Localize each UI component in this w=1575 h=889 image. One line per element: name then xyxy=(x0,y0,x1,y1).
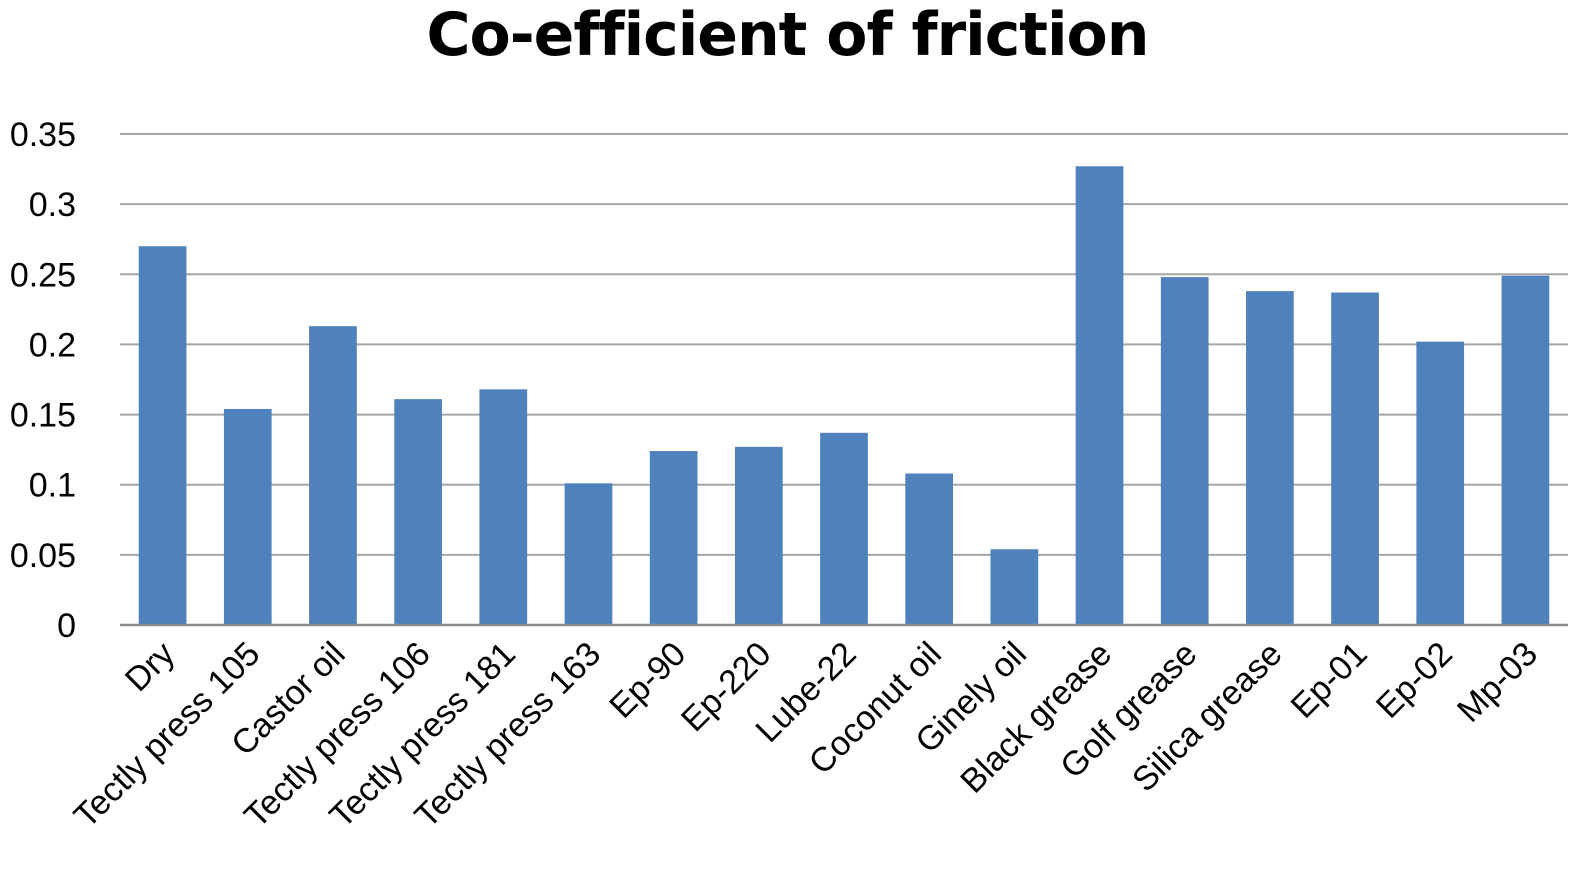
bar xyxy=(223,408,272,625)
y-tick-label: 0.05 xyxy=(10,537,76,575)
y-tick-label: 0.1 xyxy=(29,467,76,505)
bar xyxy=(649,451,698,625)
bar xyxy=(905,473,954,625)
x-category-label: Dry xyxy=(118,635,182,699)
x-category-label: Mp-03 xyxy=(1450,635,1545,730)
bar xyxy=(1160,277,1209,625)
x-category-label: Ep-01 xyxy=(1284,635,1375,726)
bar xyxy=(1416,341,1465,625)
bar xyxy=(309,326,357,625)
bar xyxy=(1075,166,1124,625)
y-tick-label: 0.2 xyxy=(29,326,76,364)
bar xyxy=(1501,275,1550,625)
bar xyxy=(734,446,783,625)
chart-title: Co-efficient of friction xyxy=(426,0,1150,70)
bar xyxy=(564,483,613,625)
y-tick-label: 0 xyxy=(57,607,76,645)
y-tick-labels: 0 0.05 0.1 0.15 0.2 0.25 0.3 0.35 xyxy=(10,116,76,645)
bar xyxy=(394,399,442,625)
x-category-label: Ep-02 xyxy=(1369,635,1460,726)
bar xyxy=(1331,292,1379,625)
bar xyxy=(1246,291,1294,625)
y-tick-label: 0.35 xyxy=(10,116,76,154)
y-tick-label: 0.3 xyxy=(29,186,76,224)
bar xyxy=(479,389,528,625)
bar xyxy=(820,432,868,625)
y-tick-label: 0.25 xyxy=(10,256,76,294)
bar xyxy=(990,549,1039,625)
x-category-label: Silica grease xyxy=(1125,635,1290,800)
y-tick-label: 0.15 xyxy=(10,397,76,435)
bar xyxy=(138,246,187,625)
bars xyxy=(138,166,1550,625)
